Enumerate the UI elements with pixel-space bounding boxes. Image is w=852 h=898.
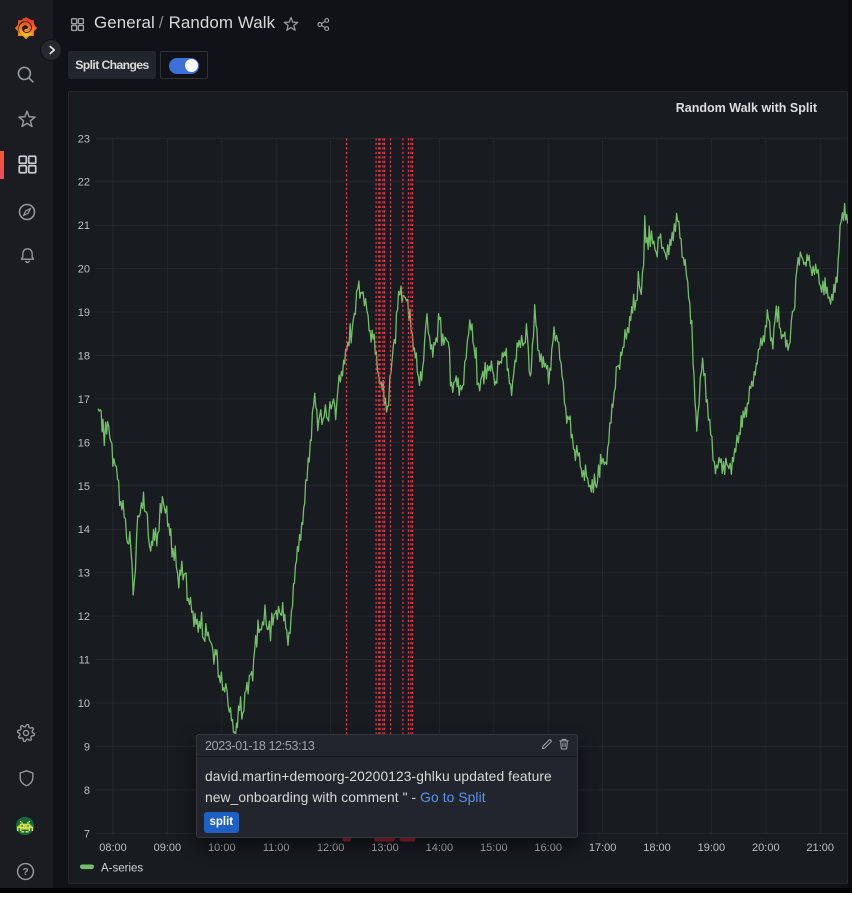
svg-text:12: 12 [78,611,90,623]
svg-text:10:00: 10:00 [208,842,236,854]
svg-text:18:00: 18:00 [643,842,671,854]
svg-text:11:00: 11:00 [263,842,290,854]
svg-text:9: 9 [84,741,90,753]
svg-text:14: 14 [78,524,90,536]
svg-text:20: 20 [78,264,90,276]
svg-text:08:00: 08:00 [99,842,127,854]
svg-text:21: 21 [78,220,90,232]
svg-text:18: 18 [78,351,90,363]
svg-text:17: 17 [78,394,90,406]
svg-text:15:00: 15:00 [480,842,508,854]
svg-text:23: 23 [78,133,90,145]
svg-text:14:00: 14:00 [426,842,454,854]
svg-text:7: 7 [84,828,90,840]
svg-text:09:00: 09:00 [154,842,182,854]
svg-text:21:00: 21:00 [806,842,834,854]
svg-text:12:00: 12:00 [317,842,345,854]
svg-text:20:00: 20:00 [752,842,780,854]
svg-text:13:00: 13:00 [371,842,399,854]
svg-text:22: 22 [78,177,90,189]
svg-text:?: ? [22,867,28,878]
svg-text:A-series: A-series [101,863,143,875]
svg-text:19: 19 [78,307,90,319]
svg-text:8: 8 [84,785,90,797]
svg-text:11: 11 [79,655,90,667]
svg-text:13: 13 [78,568,90,580]
svg-text:15: 15 [78,481,90,493]
svg-text:16:00: 16:00 [534,842,562,854]
svg-text:17:00: 17:00 [589,842,617,854]
svg-text:19:00: 19:00 [698,842,726,854]
svg-text:10: 10 [78,698,90,710]
svg-text:16: 16 [78,437,90,449]
